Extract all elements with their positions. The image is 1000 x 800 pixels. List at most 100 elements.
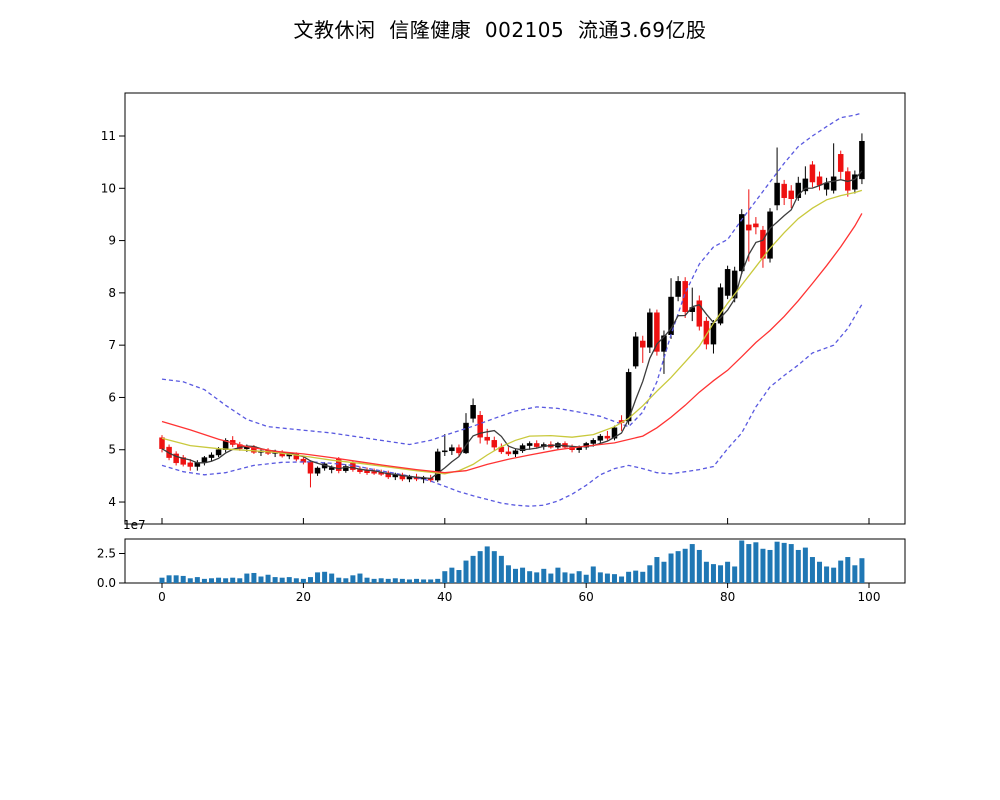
volume-bar (371, 578, 377, 583)
volume-bar (640, 571, 646, 583)
price-y-tick-label: 10 (101, 181, 116, 195)
volume-bar (293, 578, 299, 583)
candle (696, 295, 703, 331)
candle (823, 177, 830, 196)
volume-bar (336, 577, 342, 583)
volume-bar (718, 565, 724, 583)
candle (526, 441, 533, 450)
price-pane (159, 112, 865, 507)
ma-mid-line (161, 189, 863, 475)
volume-bar (583, 574, 589, 583)
volume-bar (739, 540, 745, 583)
candle (781, 179, 787, 206)
volume-bar (647, 565, 653, 583)
volume-bar (237, 578, 243, 583)
volume-bar (633, 570, 639, 583)
volume-bar (435, 578, 441, 583)
volume-bar (201, 578, 207, 583)
candle (498, 443, 505, 454)
candle (385, 470, 391, 480)
volume-bar (513, 568, 518, 583)
volume-bar (484, 546, 490, 583)
volume-bar (300, 578, 306, 583)
candle (371, 468, 377, 475)
volume-bar (315, 572, 321, 583)
candle (519, 443, 526, 453)
candle (533, 440, 540, 449)
volume-axis-offset-label: 1e7 (123, 518, 146, 532)
candle (229, 436, 236, 448)
candle (809, 161, 816, 188)
candle (837, 150, 844, 179)
volume-bar (845, 557, 851, 583)
volume-bar (760, 548, 766, 583)
volume-bar (604, 573, 610, 583)
volume-bar (838, 560, 844, 583)
candle (357, 466, 363, 474)
volume-bar (831, 567, 837, 583)
candle (625, 368, 632, 425)
candle (760, 225, 766, 268)
volume-bar (809, 557, 815, 583)
volume-bar (746, 544, 752, 583)
volume-bar (590, 566, 596, 583)
bollinger-upper-line (161, 112, 863, 446)
volume-bar (597, 572, 603, 583)
volume-bar (442, 571, 448, 583)
volume-bar (421, 579, 427, 583)
volume-bar (774, 541, 780, 583)
volume-bar (406, 579, 412, 583)
bollinger-lower-line (161, 304, 863, 507)
volume-bar (576, 571, 582, 583)
volume-bar (399, 578, 405, 583)
candle (463, 413, 469, 454)
candle (767, 208, 773, 263)
volume-bar (322, 571, 328, 583)
volume-bar (208, 578, 214, 583)
candle (802, 166, 809, 195)
x-tick-label: 0 (158, 590, 166, 604)
candle (724, 265, 731, 300)
volume-bar (449, 567, 455, 583)
volume-bar (187, 578, 193, 583)
volume-bar (541, 568, 547, 583)
volume-bar (859, 558, 865, 583)
volume-bar (527, 571, 533, 583)
ma-fast-line (161, 170, 863, 480)
candle (597, 434, 604, 444)
x-tick-label: 80 (720, 590, 735, 604)
candle (682, 277, 688, 318)
volume-bar (166, 575, 172, 583)
volume-bar (491, 551, 497, 583)
volume-bar (788, 544, 794, 583)
candle (201, 456, 208, 466)
candle (434, 448, 441, 483)
candle (307, 460, 314, 488)
candle (449, 444, 455, 455)
volume-bar (817, 561, 823, 583)
x-tick-label: 100 (858, 590, 881, 604)
volume-bar (767, 549, 773, 583)
volume-bar (703, 561, 709, 583)
volume-bar (569, 573, 575, 583)
candle (180, 454, 186, 467)
volume-bar (611, 574, 617, 583)
volume-y-tick-label: 2.5 (97, 547, 116, 561)
volume-bar (626, 571, 632, 583)
candle (491, 436, 498, 451)
candle (647, 308, 653, 354)
candle (187, 459, 194, 471)
candle (343, 464, 349, 473)
candle (852, 170, 858, 194)
volume-bar (272, 577, 278, 583)
volume-bar (357, 573, 363, 583)
volume-bar (689, 544, 695, 583)
price-y-tick-label: 7 (108, 338, 116, 352)
candle (675, 276, 681, 302)
volume-bar (180, 575, 186, 583)
candle (208, 452, 215, 462)
candle (703, 316, 710, 350)
volume-bar (216, 577, 222, 583)
candle (746, 189, 752, 262)
